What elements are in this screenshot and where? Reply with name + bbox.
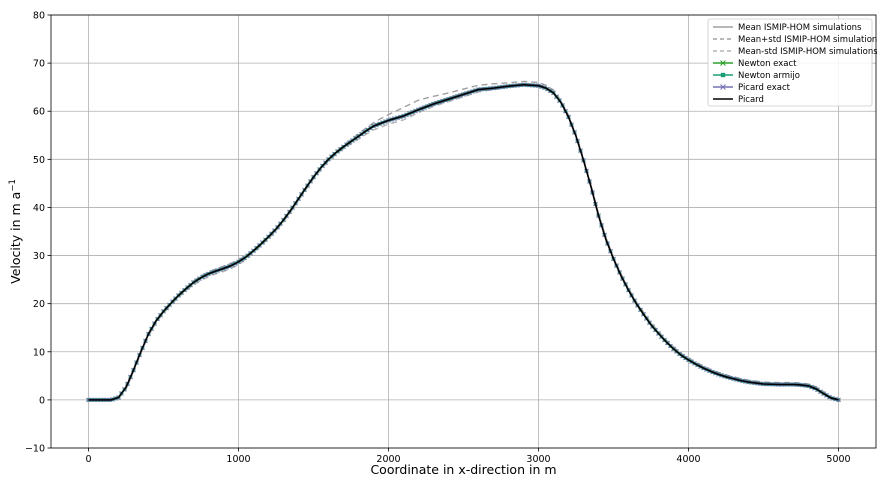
y-tick-label: 30 bbox=[33, 251, 45, 262]
y-tick-label: 10 bbox=[33, 347, 45, 358]
y-tick-label: 20 bbox=[33, 299, 45, 310]
legend-box bbox=[707, 18, 873, 107]
x-axis-label: Coordinate in x-direction in m bbox=[370, 462, 556, 477]
x-tick-label: 1000 bbox=[226, 454, 250, 465]
x-tick-label: 0 bbox=[85, 454, 91, 465]
x-tick-label: 4000 bbox=[676, 454, 700, 465]
legend-label-1: Mean+std ISMIP-HOM simulations bbox=[738, 35, 877, 45]
legend-marker-4 bbox=[720, 72, 726, 78]
x-tick-label: 2000 bbox=[376, 454, 400, 465]
axis-ticks: 0 1000 2000 3000 4000 5000 −10 0 10 20 30 40 50 60 70 8… bbox=[25, 11, 851, 466]
series-line-0 bbox=[88, 83, 839, 401]
legend-label-6: Picard bbox=[738, 95, 764, 105]
y-tick-label: −10 bbox=[25, 444, 45, 455]
y-axis-label: Velocity in m a−1 bbox=[8, 179, 23, 284]
y-axis-label-exponent: −1 bbox=[8, 179, 18, 192]
solution-markers bbox=[86, 82, 841, 403]
series-line-2 bbox=[88, 85, 839, 401]
legend: Mean ISMIP-HOM simulations Mean+std ISMIP… bbox=[707, 18, 877, 107]
legend-label-3: Newton exact bbox=[738, 59, 797, 69]
y-tick-label: 60 bbox=[33, 107, 45, 118]
y-tick-label: 0 bbox=[39, 395, 45, 406]
plot-frame bbox=[50, 14, 877, 449]
legend-label-0: Mean ISMIP-HOM simulations bbox=[738, 23, 862, 33]
legend-marker-3 bbox=[720, 60, 726, 66]
legend-marker-5 bbox=[720, 84, 726, 90]
x-tick-label: 3000 bbox=[526, 454, 550, 465]
series-layer bbox=[86, 80, 841, 403]
x-tick-label: 5000 bbox=[826, 454, 850, 465]
y-tick-label: 40 bbox=[33, 203, 45, 214]
y-tick-label: 70 bbox=[33, 59, 45, 70]
y-tick-label: 50 bbox=[33, 155, 45, 166]
legend-label-5: Picard exact bbox=[738, 83, 791, 93]
y-axis-label-text: Velocity in m a bbox=[8, 192, 23, 284]
picard-line bbox=[88, 83, 839, 401]
legend-label-4: Newton armijo bbox=[738, 71, 800, 81]
legend-label-2: Mean-std ISMIP-HOM simulations bbox=[738, 47, 877, 57]
y-tick-label: 80 bbox=[33, 11, 45, 22]
